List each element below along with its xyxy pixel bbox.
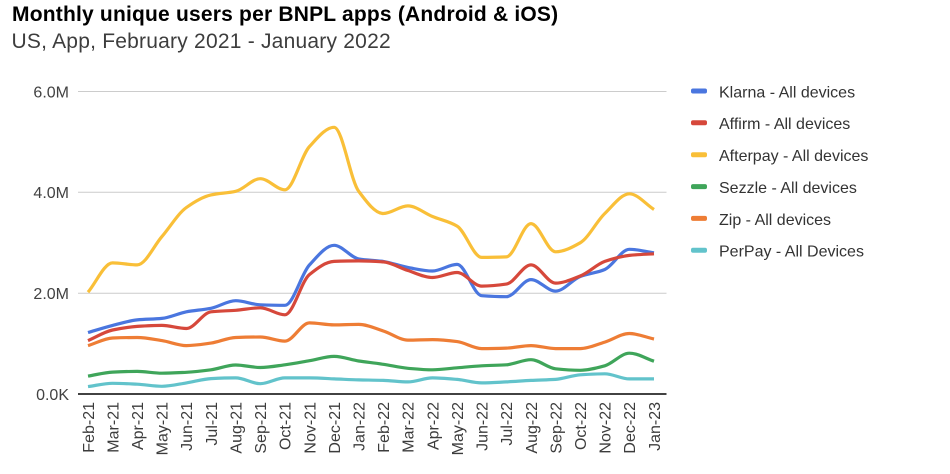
svg-text:Feb-21: Feb-21	[81, 402, 98, 453]
svg-text:May-22: May-22	[450, 402, 467, 455]
svg-text:Afterpay - All devices: Afterpay - All devices	[719, 148, 868, 165]
svg-text:Sezzle - All devices: Sezzle - All devices	[719, 180, 857, 197]
svg-text:Feb-22: Feb-22	[376, 402, 393, 453]
svg-text:Klarna - All devices: Klarna - All devices	[719, 84, 855, 101]
svg-text:0.0K: 0.0K	[36, 387, 69, 404]
svg-text:2.0M: 2.0M	[33, 286, 69, 303]
svg-text:Aug-21: Aug-21	[228, 402, 245, 454]
svg-text:Affirm - All devices: Affirm - All devices	[719, 116, 850, 133]
svg-text:Dec-22: Dec-22	[622, 402, 639, 454]
svg-text:Nov-21: Nov-21	[302, 402, 319, 454]
svg-text:Apr-21: Apr-21	[130, 402, 147, 450]
svg-text:Nov-22: Nov-22	[598, 402, 615, 454]
svg-text:Jul-21: Jul-21	[204, 402, 221, 446]
svg-text:Sep-21: Sep-21	[253, 402, 270, 454]
svg-text:PerPay - All Devices: PerPay - All Devices	[719, 244, 864, 261]
svg-text:6.0M: 6.0M	[33, 84, 69, 101]
svg-text:Apr-22: Apr-22	[425, 402, 442, 450]
svg-text:Mar-21: Mar-21	[105, 402, 122, 453]
svg-text:Oct-22: Oct-22	[573, 402, 590, 450]
svg-text:Sep-22: Sep-22	[548, 402, 565, 454]
svg-text:Zip - All devices: Zip - All devices	[719, 212, 831, 229]
svg-text:4.0M: 4.0M	[33, 185, 69, 202]
svg-text:May-21: May-21	[155, 402, 172, 455]
svg-text:Oct-21: Oct-21	[278, 402, 295, 450]
svg-text:Mar-22: Mar-22	[401, 402, 418, 453]
svg-text:Jan-23: Jan-23	[647, 402, 664, 451]
svg-text:Aug-22: Aug-22	[524, 402, 541, 454]
svg-text:Jun-21: Jun-21	[179, 402, 196, 451]
svg-text:Jan-22: Jan-22	[351, 402, 368, 451]
svg-text:Dec-21: Dec-21	[327, 402, 344, 454]
svg-text:Jul-22: Jul-22	[499, 402, 516, 446]
svg-text:Jun-22: Jun-22	[474, 402, 491, 451]
